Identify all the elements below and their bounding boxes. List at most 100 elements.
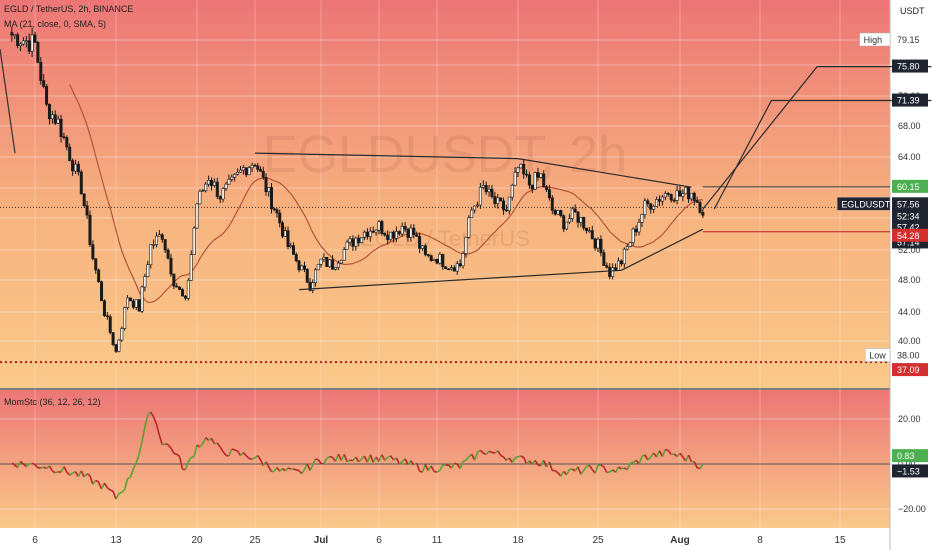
candle-body xyxy=(507,196,511,211)
candle-body xyxy=(542,173,546,188)
osc-segment xyxy=(358,458,363,463)
candle-body xyxy=(27,40,31,52)
drawings-layer xyxy=(0,49,932,291)
candle-body xyxy=(313,269,317,283)
currency-label: USDT xyxy=(900,6,925,16)
candle-body xyxy=(108,316,112,333)
candles-layer xyxy=(10,26,705,354)
candle-body xyxy=(183,295,187,299)
osc-segment xyxy=(398,461,403,465)
osc-segment xyxy=(28,462,33,465)
axis-layer: 40.0044.0048.0052.0056.0060.0064.0068.00… xyxy=(32,32,928,546)
drawing-trendline-3[interactable] xyxy=(621,228,704,271)
osc-segment xyxy=(11,462,16,466)
osc-segment xyxy=(473,451,479,461)
osc-segment xyxy=(66,471,71,476)
candle-body xyxy=(85,205,89,216)
osc-segment xyxy=(606,471,610,474)
candle-body xyxy=(406,229,410,238)
osc-segment xyxy=(129,468,135,478)
candle-body xyxy=(348,238,352,243)
candle-body xyxy=(666,193,670,195)
osc-segment xyxy=(60,466,65,473)
candle-body xyxy=(582,216,586,229)
drawing-trendline-2[interactable] xyxy=(517,158,692,188)
osc-segment xyxy=(500,454,504,458)
candle-body xyxy=(657,199,661,202)
candle-body xyxy=(681,193,685,197)
candle-body xyxy=(322,257,326,260)
sub-y-tick-label: 20.00 xyxy=(898,414,921,424)
candle-body xyxy=(605,265,609,268)
osc-segment xyxy=(144,414,149,427)
osc-segment xyxy=(337,453,343,461)
candle-body xyxy=(178,286,182,290)
candle-body xyxy=(192,227,196,255)
candle-body xyxy=(97,269,101,283)
candle-body xyxy=(452,267,456,272)
candle-body xyxy=(311,282,315,291)
candle-body xyxy=(65,137,69,148)
candle-body xyxy=(473,205,477,211)
osc-segment xyxy=(667,449,672,455)
price-badge xyxy=(892,179,928,193)
candle-body xyxy=(239,169,243,173)
candle-body xyxy=(140,286,144,312)
candle-body xyxy=(522,163,526,175)
candle-body xyxy=(536,172,540,178)
candle-body xyxy=(16,34,20,47)
osc-segment xyxy=(577,466,582,475)
drawing-trendline-1[interactable] xyxy=(298,269,622,291)
osc-segment xyxy=(193,444,198,457)
candle-body xyxy=(628,242,632,247)
osc-segment xyxy=(594,465,599,474)
candle-body xyxy=(59,118,63,137)
candle-body xyxy=(394,231,398,239)
candle-body xyxy=(481,185,485,188)
drawing-projection-5[interactable] xyxy=(713,99,932,210)
candle-body xyxy=(181,289,185,297)
osc-segment xyxy=(485,450,490,455)
y-tick-label: 64.00 xyxy=(898,152,921,162)
ma-line xyxy=(69,84,703,303)
osc-segment xyxy=(355,456,360,463)
osc-segment xyxy=(415,462,421,472)
osc-segment xyxy=(459,461,464,469)
drawing-trendline-0[interactable] xyxy=(254,152,519,160)
candle-body xyxy=(201,190,205,192)
candle-body xyxy=(82,193,86,207)
osc-segment xyxy=(249,457,253,460)
candle-body xyxy=(386,234,390,240)
osc-segment xyxy=(202,437,207,445)
osc-segment xyxy=(127,476,131,480)
osc-segment xyxy=(389,455,395,461)
candle-body xyxy=(533,172,537,190)
candle-body xyxy=(649,203,653,210)
osc-segment xyxy=(190,455,195,459)
osc-segment xyxy=(537,464,542,467)
osc-segment xyxy=(100,482,106,490)
osc-segment xyxy=(231,448,235,451)
candle-body xyxy=(302,265,306,270)
osc-segment xyxy=(284,467,289,472)
candle-body xyxy=(131,300,135,308)
osc-segment xyxy=(491,451,496,454)
osc-segment xyxy=(387,455,391,459)
candle-body xyxy=(267,187,271,192)
osc-segment xyxy=(48,465,54,472)
osc-segment xyxy=(430,465,435,472)
candle-body xyxy=(166,249,170,259)
osc-segment xyxy=(410,460,415,466)
candle-body xyxy=(675,190,679,201)
candle-body xyxy=(646,200,650,205)
price-tag xyxy=(859,32,891,47)
candle-body xyxy=(519,163,523,169)
candle-body xyxy=(643,200,647,215)
candle-body xyxy=(283,230,287,237)
y-tick-label: 44.00 xyxy=(898,307,921,317)
osc-segment xyxy=(257,455,262,461)
candle-body xyxy=(678,190,682,197)
osc-segment xyxy=(184,461,190,470)
candle-body xyxy=(186,280,190,299)
